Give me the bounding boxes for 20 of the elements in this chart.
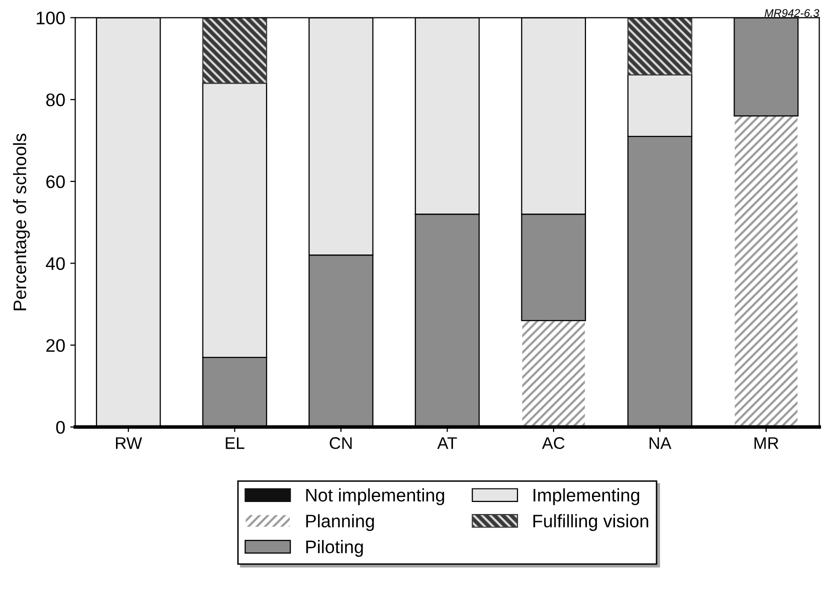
legend-label: Implementing xyxy=(534,488,640,506)
y-tick-label: 20 xyxy=(46,339,65,352)
x-tick-label: MR xyxy=(754,437,778,449)
legend-label: Planning xyxy=(306,514,374,531)
x-tick-label: RW xyxy=(116,437,142,449)
x-tick-label: NA xyxy=(650,437,672,449)
x-tick-label: CN xyxy=(330,437,352,449)
y-tick-label: 80 xyxy=(46,93,65,106)
x-tick-label: EL xyxy=(226,437,244,449)
y-tick-label: 0 xyxy=(56,420,65,434)
legend-label: Fulfilling vision xyxy=(533,514,648,531)
y-tick-label: 40 xyxy=(46,257,65,270)
x-tick-label: AT xyxy=(437,437,457,449)
y-tick-label: 100 xyxy=(36,12,65,24)
text: MR942-6.3 xyxy=(764,9,820,17)
y-axis-title: Percentage of schools xyxy=(13,134,30,310)
x-tick-label: AC xyxy=(542,437,564,449)
legend-label: Not implementing xyxy=(306,488,444,506)
y-tick-label: 60 xyxy=(46,175,65,188)
legend-label: Piloting xyxy=(306,540,363,557)
